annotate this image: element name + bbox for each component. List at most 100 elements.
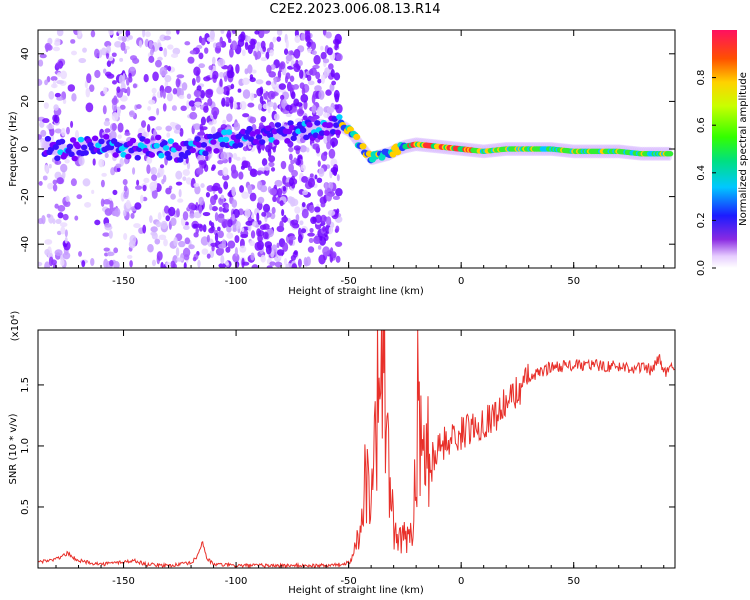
noise-blob bbox=[111, 123, 117, 131]
ridge-core bbox=[318, 130, 326, 137]
noise-blob bbox=[222, 119, 227, 125]
noise-blob bbox=[237, 88, 242, 93]
noise-blob bbox=[187, 56, 195, 64]
noise-blob bbox=[265, 80, 272, 86]
noise-blob bbox=[102, 105, 107, 115]
noise-blob bbox=[193, 66, 201, 77]
noise-blob bbox=[167, 65, 172, 72]
ridge-core bbox=[232, 142, 239, 149]
noise-blob bbox=[116, 167, 121, 173]
noise-blob bbox=[300, 164, 306, 172]
noise-blob bbox=[60, 226, 66, 235]
ridge-core bbox=[284, 138, 291, 144]
ridge-core bbox=[162, 145, 170, 151]
noise-blob bbox=[184, 41, 191, 46]
noise-blob bbox=[217, 247, 225, 255]
noise-blob bbox=[70, 178, 77, 187]
noise-blob bbox=[129, 260, 133, 268]
ridge-core bbox=[74, 143, 82, 150]
noise-blob bbox=[179, 127, 184, 137]
ridge-core bbox=[57, 149, 64, 156]
noise-blob bbox=[288, 146, 294, 153]
noise-blob bbox=[194, 185, 201, 195]
colorbar-label: Normalized spectral amplitude bbox=[738, 72, 749, 226]
noise-blob bbox=[214, 232, 219, 242]
colorbar-tick-label: 0.6 bbox=[696, 117, 707, 133]
noise-blob bbox=[272, 195, 277, 203]
noise-blob bbox=[144, 31, 151, 38]
noise-blob bbox=[210, 242, 218, 247]
spectrogram-xtick-label: -50 bbox=[340, 276, 356, 287]
noise-blob bbox=[297, 234, 303, 244]
noise-blob bbox=[152, 71, 159, 82]
noise-blob bbox=[166, 132, 171, 138]
ridge-core bbox=[210, 139, 217, 145]
noise-blob bbox=[299, 82, 305, 90]
noise-blob bbox=[241, 257, 245, 268]
noise-blob bbox=[285, 263, 294, 268]
noise-blob bbox=[78, 251, 83, 257]
colorbar-tick-label: 0.8 bbox=[696, 70, 707, 86]
noise-blob bbox=[186, 162, 191, 170]
noise-blob bbox=[296, 108, 304, 117]
noise-blob bbox=[94, 219, 101, 226]
snr-panel bbox=[38, 330, 675, 568]
noise-blob bbox=[210, 166, 215, 171]
noise-blob bbox=[259, 145, 266, 150]
noise-blob bbox=[122, 179, 128, 186]
noise-blob bbox=[120, 87, 127, 93]
noise-blob bbox=[257, 220, 262, 225]
snr-series-line bbox=[38, 330, 675, 568]
noise-blob bbox=[209, 70, 213, 79]
ridge-core bbox=[255, 134, 263, 140]
noise-blob bbox=[267, 105, 271, 114]
noise-blob bbox=[325, 89, 332, 96]
noise-blob bbox=[162, 89, 166, 99]
noise-blob bbox=[325, 192, 333, 202]
noise-blob bbox=[269, 261, 276, 266]
spectrogram-axes: -150 -100 -50 0 50 -40 -20 0 20 40 bbox=[20, 30, 675, 287]
noise-blob bbox=[300, 32, 306, 42]
noise-blob bbox=[114, 41, 122, 48]
noise-blob bbox=[78, 156, 85, 166]
ridge-core bbox=[287, 120, 294, 126]
noise-blob bbox=[125, 199, 131, 209]
noise-blob bbox=[252, 221, 257, 227]
noise-blob bbox=[288, 153, 293, 161]
noise-blob bbox=[195, 75, 201, 83]
noise-blob bbox=[290, 91, 296, 100]
ridge-core bbox=[82, 149, 89, 156]
ridge-core bbox=[71, 155, 78, 162]
noise-blob bbox=[251, 123, 257, 132]
noise-blob bbox=[297, 258, 302, 268]
noise-blob bbox=[335, 103, 343, 114]
noise-blob bbox=[139, 194, 144, 204]
noise-blob bbox=[193, 183, 200, 188]
noise-blob bbox=[162, 174, 167, 183]
noise-blob bbox=[74, 215, 79, 221]
noise-blob bbox=[293, 145, 301, 151]
noise-blob bbox=[273, 113, 280, 121]
noise-blob bbox=[301, 176, 309, 183]
noise-blob bbox=[217, 58, 226, 67]
noise-blob bbox=[166, 92, 173, 102]
noise-blob bbox=[46, 213, 51, 218]
noise-blob bbox=[303, 100, 308, 110]
noise-blob bbox=[231, 186, 236, 197]
noise-blob bbox=[250, 168, 257, 176]
ridge-core bbox=[58, 138, 66, 145]
noise-blob bbox=[151, 189, 158, 199]
noise-blob bbox=[266, 101, 275, 108]
ridge-core bbox=[274, 122, 282, 128]
noise-blob bbox=[149, 215, 153, 223]
noise-blob bbox=[302, 115, 308, 121]
noise-blob bbox=[180, 105, 187, 111]
noise-blob bbox=[310, 117, 318, 122]
noise-blob bbox=[57, 204, 66, 212]
noise-blob bbox=[262, 223, 270, 230]
noise-blob bbox=[211, 106, 220, 117]
ridge-core bbox=[112, 152, 119, 158]
noise-blob bbox=[44, 79, 49, 86]
noise-blob bbox=[220, 254, 225, 265]
noise-blob bbox=[171, 105, 177, 112]
